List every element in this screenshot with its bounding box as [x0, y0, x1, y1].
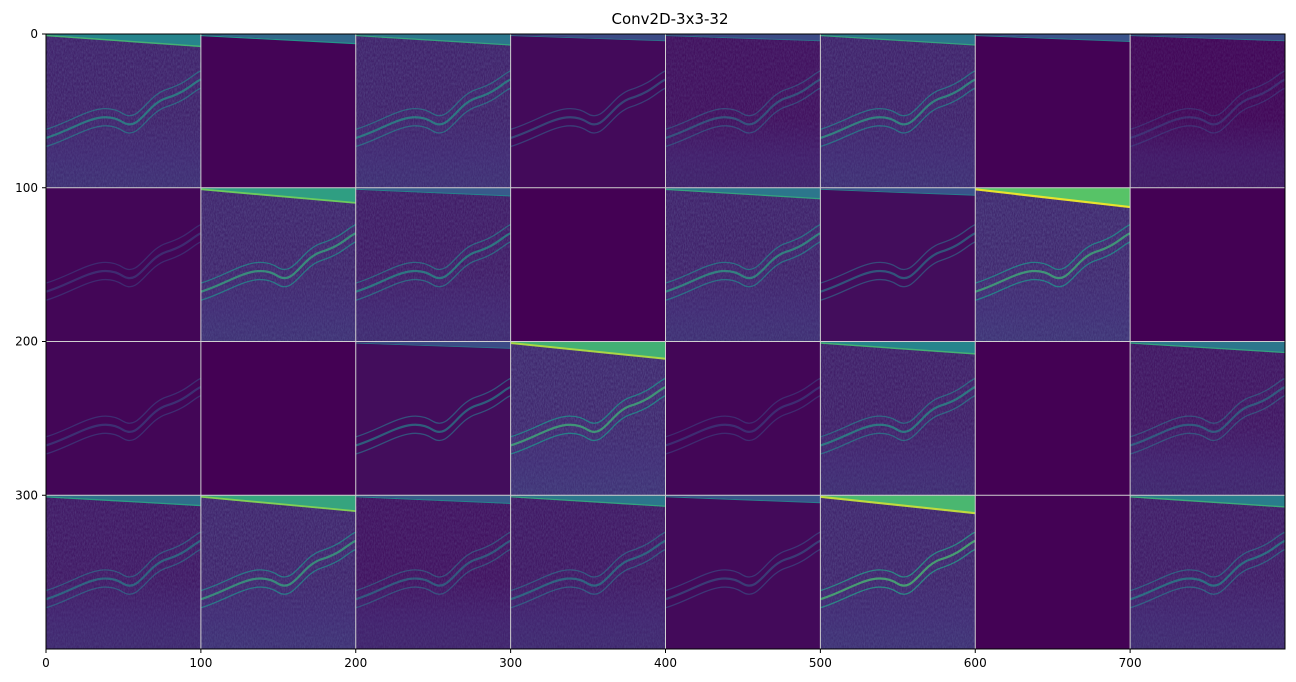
feature-map-tile [200, 34, 356, 188]
feature-map-tile [46, 34, 201, 188]
feature-map-tile [510, 341, 666, 496]
feature-map-tile [355, 495, 511, 649]
x-tick-label: 200 [344, 656, 367, 670]
feature-map-tile [820, 495, 976, 649]
feature-map-tile [46, 341, 201, 496]
feature-map-tile [665, 495, 821, 649]
feature-map-tile [355, 187, 511, 342]
y-tick-label: 100 [15, 181, 38, 195]
feature-map-tile [355, 341, 511, 496]
tile-grid-image [46, 34, 1285, 649]
feature-map-tile [665, 187, 821, 342]
plot-title: Conv2D-3x3-32 [611, 10, 728, 28]
y-tick-label: 0 [30, 27, 38, 41]
x-tick-label: 0 [42, 656, 50, 670]
feature-map-tile [510, 34, 666, 188]
feature-map-tile [46, 495, 201, 649]
feature-map-tile [1130, 187, 1285, 342]
y-tick-label: 200 [15, 335, 38, 349]
x-axis: 0 100 200 300 400 500 600 700 [42, 649, 1142, 670]
feature-map-tile [1130, 341, 1285, 496]
feature-map-tile [975, 495, 1131, 649]
x-tick-label: 100 [189, 656, 212, 670]
feature-map-tile [46, 187, 201, 342]
feature-map-tile [510, 187, 666, 342]
feature-map-tile [820, 187, 976, 342]
feature-map-tile [820, 341, 976, 496]
feature-map-tile [200, 341, 356, 496]
x-tick-label: 300 [499, 656, 522, 670]
feature-map-tile [665, 34, 821, 188]
y-tick-label: 300 [15, 488, 38, 502]
feature-map-tile [665, 341, 821, 496]
feature-map-tile [510, 495, 666, 649]
feature-map-tile [975, 34, 1131, 188]
feature-map-tile [1130, 495, 1285, 649]
feature-map-tile [975, 187, 1131, 342]
x-tick-label: 400 [654, 656, 677, 670]
feature-map-tile [200, 187, 356, 342]
feature-map-tile [820, 34, 976, 188]
y-axis: 0 100 200 300 [15, 27, 46, 502]
x-tick-label: 500 [809, 656, 832, 670]
x-tick-label: 600 [964, 656, 987, 670]
feature-map-tile [355, 34, 511, 188]
feature-map-tile [975, 341, 1131, 496]
x-tick-label: 700 [1119, 656, 1142, 670]
feature-map-tile [200, 495, 356, 649]
gridlines [46, 34, 1285, 649]
feature-map-tile [1130, 34, 1285, 188]
